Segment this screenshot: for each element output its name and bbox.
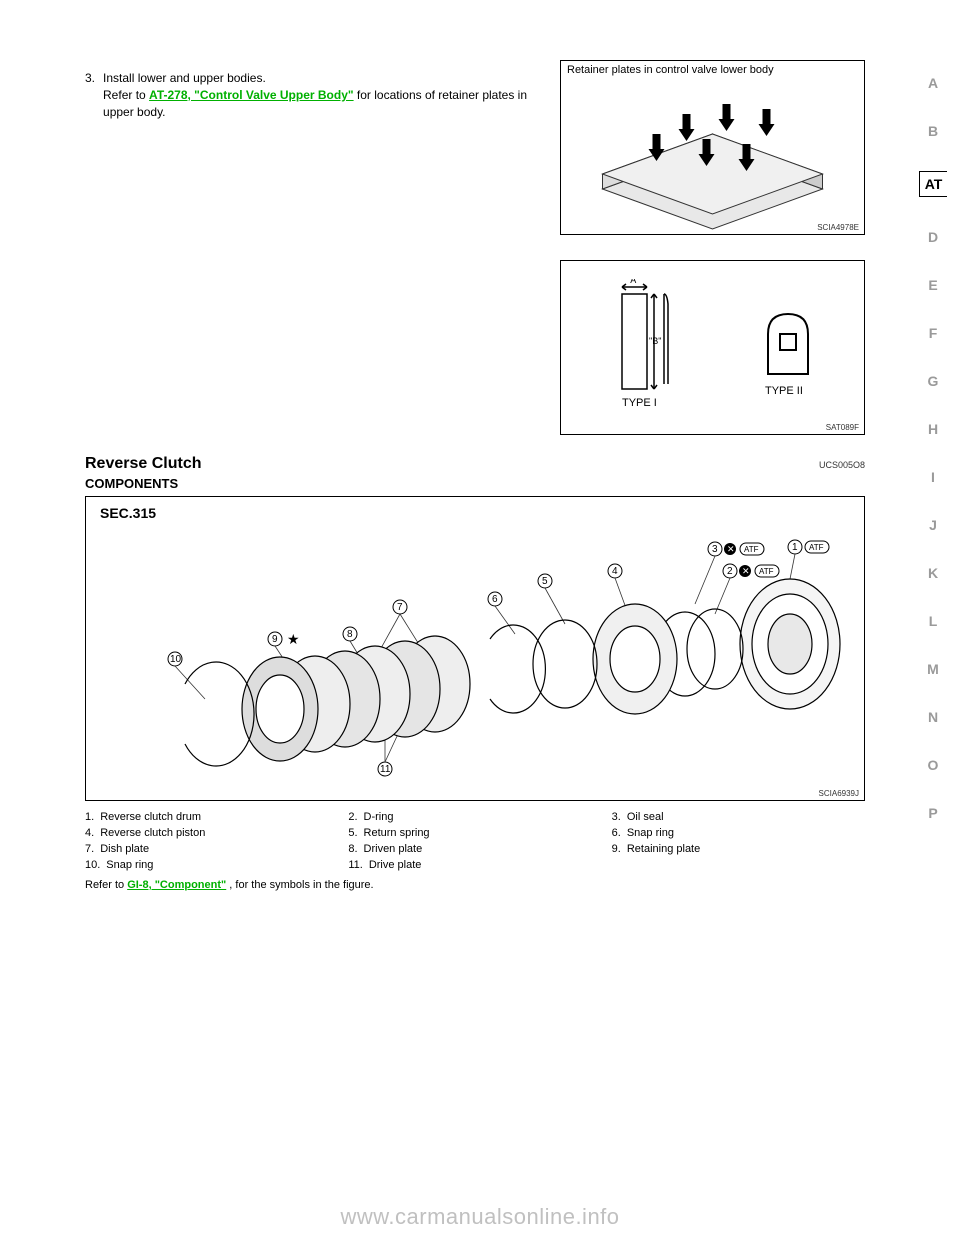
svg-text:6: 6 bbox=[492, 594, 498, 605]
svg-text:✕: ✕ bbox=[742, 566, 750, 576]
section-tab-n[interactable]: N bbox=[919, 709, 947, 725]
svg-text:TYPE I: TYPE I bbox=[622, 397, 657, 409]
retainer-types-figure: "A" "B" TYPE I bbox=[560, 260, 865, 435]
svg-text:5: 5 bbox=[542, 576, 548, 587]
parts-legend: 1.Reverse clutch drum 2.D-ring 3.Oil seal 4… bbox=[85, 811, 865, 871]
retainer-plates-figure: Retainer plates in control valve lower b… bbox=[560, 60, 865, 235]
component-note: Refer to GI-8, "Component" , for the sym… bbox=[85, 879, 865, 891]
figure1-caption: Retainer plates in control valve lower b… bbox=[561, 61, 864, 79]
main-content: 3. Install lower and upper bodies. Refer… bbox=[85, 60, 865, 891]
svg-text:TYPE II: TYPE II bbox=[765, 385, 803, 397]
watermark-text: www.carmanualsonline.info bbox=[0, 1204, 960, 1230]
part-item: 3.Oil seal bbox=[612, 811, 865, 823]
gi8-component-link[interactable]: GI-8, "Component" bbox=[127, 879, 226, 891]
svg-text:ATF: ATF bbox=[744, 545, 759, 554]
type2-illustration: TYPE II bbox=[743, 279, 833, 409]
part-item: 11.Drive plate bbox=[348, 859, 601, 871]
section-tabs-sidebar: A B AT D E F G H I J K L M N O P bbox=[918, 75, 948, 821]
section-tab-b[interactable]: B bbox=[919, 123, 947, 139]
section-tab-a[interactable]: A bbox=[919, 75, 947, 91]
valve-body-illustration bbox=[561, 79, 864, 234]
reverse-clutch-diagram: SEC.315 3 ✕ ATF 1 ATF bbox=[85, 496, 865, 801]
svg-text:✕: ✕ bbox=[727, 544, 735, 554]
spacer-left bbox=[85, 260, 550, 270]
svg-text:11: 11 bbox=[380, 764, 391, 775]
sec-label: SEC.315 bbox=[100, 505, 156, 521]
section-tab-d[interactable]: D bbox=[919, 229, 947, 245]
section-tab-g[interactable]: G bbox=[919, 373, 947, 389]
part-item: 5.Return spring bbox=[348, 827, 601, 839]
svg-text:3: 3 bbox=[712, 544, 718, 555]
section-tab-m[interactable]: M bbox=[919, 661, 947, 677]
svg-text:8: 8 bbox=[347, 629, 353, 640]
section-tab-i[interactable]: I bbox=[919, 469, 947, 485]
section-tab-j[interactable]: J bbox=[919, 517, 947, 533]
svg-text:★: ★ bbox=[287, 631, 300, 647]
svg-text:"A": "A" bbox=[627, 279, 639, 285]
retainer-type-row: "A" "B" TYPE I bbox=[85, 260, 865, 435]
part-item: 9.Retaining plate bbox=[612, 843, 865, 855]
section-tab-l[interactable]: L bbox=[919, 613, 947, 629]
part-item: 4.Reverse clutch piston bbox=[85, 827, 338, 839]
part-item: 7.Dish plate bbox=[85, 843, 338, 855]
svg-text:ATF: ATF bbox=[759, 567, 774, 576]
section-tab-k[interactable]: K bbox=[919, 565, 947, 581]
part-item: 2.D-ring bbox=[348, 811, 601, 823]
section-tab-f[interactable]: F bbox=[919, 325, 947, 341]
figure1-code: SCIA4978E bbox=[817, 223, 859, 232]
svg-text:7: 7 bbox=[397, 602, 403, 613]
step-body: Install lower and upper bodies. Refer to… bbox=[103, 70, 550, 120]
svg-text:1: 1 bbox=[792, 542, 798, 553]
exploded-view-illustration: 3 ✕ ATF 1 ATF 2 bbox=[95, 509, 855, 789]
svg-text:"B": "B" bbox=[649, 336, 661, 346]
step3-row: 3. Install lower and upper bodies. Refer… bbox=[85, 60, 865, 235]
control-valve-upper-link[interactable]: AT-278, "Control Valve Upper Body" bbox=[149, 88, 354, 102]
part-item: 8.Driven plate bbox=[348, 843, 601, 855]
type1-illustration: "A" "B" TYPE I bbox=[592, 279, 702, 409]
step-number: 3. bbox=[85, 70, 95, 120]
section-tab-h[interactable]: H bbox=[919, 421, 947, 437]
section-tab-p[interactable]: P bbox=[919, 805, 947, 821]
step3-text-block: 3. Install lower and upper bodies. Refer… bbox=[85, 60, 550, 120]
section-tab-at[interactable]: AT bbox=[919, 171, 947, 197]
section-tab-o[interactable]: O bbox=[919, 757, 947, 773]
figure3-code: SCIA6939J bbox=[819, 789, 859, 798]
svg-text:ATF: ATF bbox=[809, 543, 824, 552]
components-heading: COMPONENTS bbox=[85, 476, 865, 491]
figure2-code: SAT089F bbox=[826, 423, 859, 432]
svg-text:9: 9 bbox=[272, 634, 278, 645]
svg-text:2: 2 bbox=[727, 566, 733, 577]
part-item: 1.Reverse clutch drum bbox=[85, 811, 338, 823]
svg-text:4: 4 bbox=[612, 566, 618, 577]
reverse-clutch-heading: Reverse Clutch UCS005O8 bbox=[85, 455, 865, 473]
part-item: 6.Snap ring bbox=[612, 827, 865, 839]
section-tab-e[interactable]: E bbox=[919, 277, 947, 293]
svg-text:10: 10 bbox=[170, 654, 182, 665]
part-item: 10.Snap ring bbox=[85, 859, 338, 871]
